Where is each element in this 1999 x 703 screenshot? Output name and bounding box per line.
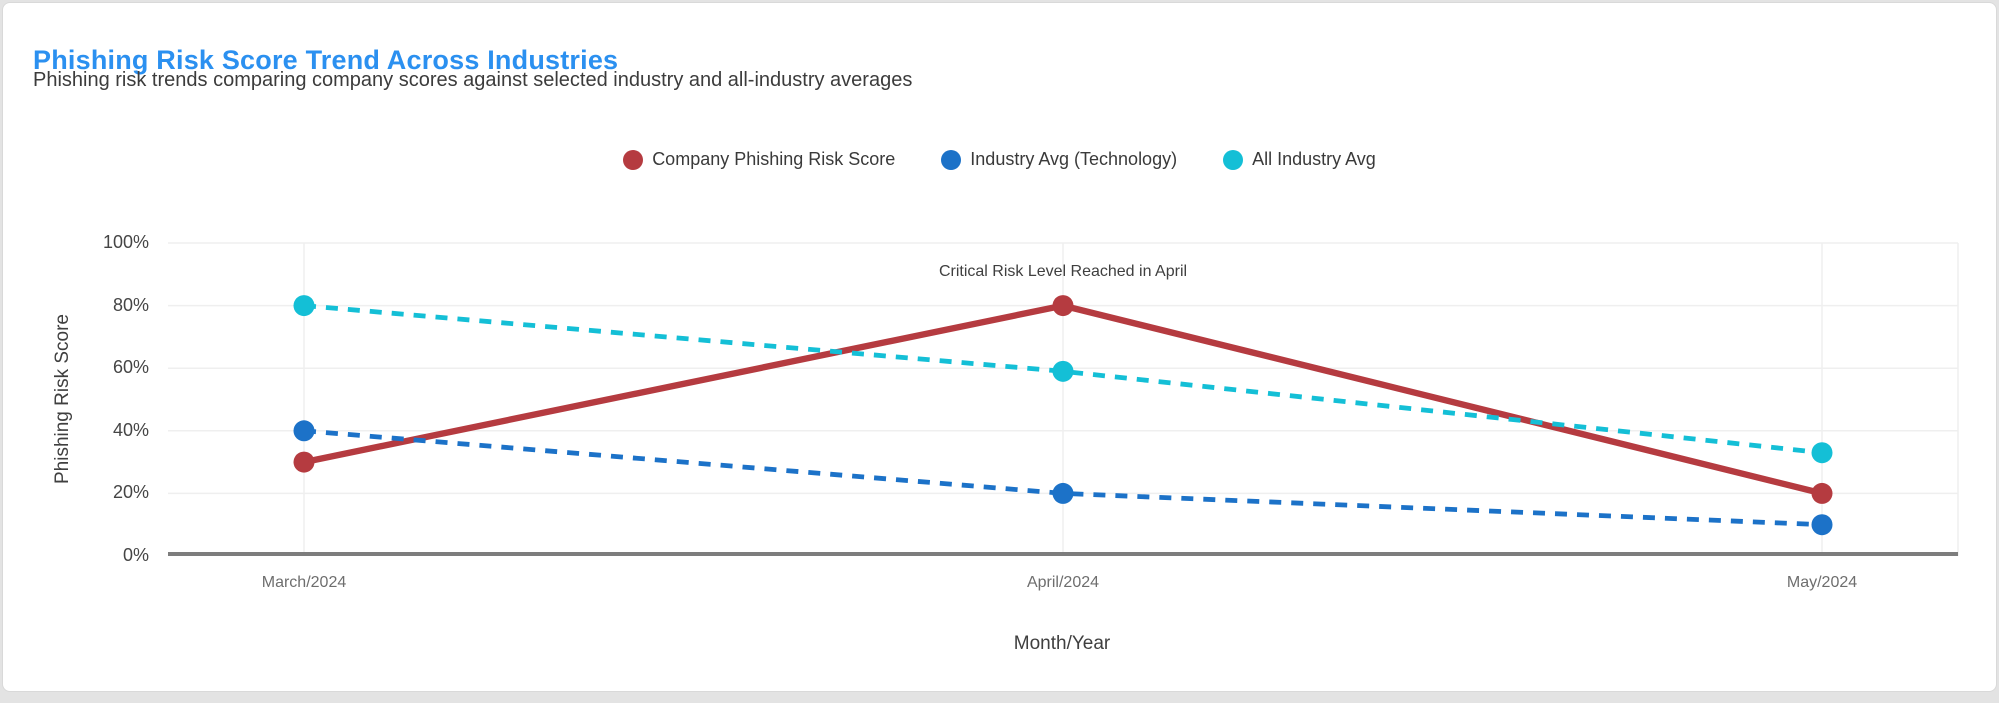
- y-tick-label: 40%: [112, 419, 149, 440]
- data-point[interactable]: [293, 451, 315, 473]
- legend-item-company[interactable]: Company Phishing Risk Score: [623, 149, 895, 170]
- data-point[interactable]: [1052, 295, 1074, 317]
- y-tick-label: 60%: [112, 357, 149, 378]
- data-point[interactable]: [293, 295, 315, 317]
- x-tick-label: April/2024: [1026, 574, 1100, 591]
- legend-item-all-industry-avg[interactable]: All Industry Avg: [1223, 149, 1376, 170]
- legend-item-industry-avg[interactable]: Industry Avg (Technology): [941, 149, 1177, 170]
- legend-dot-icon: [1223, 149, 1244, 170]
- data-point[interactable]: [1052, 360, 1074, 382]
- legend-dot-icon: [941, 149, 962, 170]
- chart-legend: Company Phishing Risk Score Industry Avg…: [3, 149, 1996, 170]
- legend-dot-icon: [623, 149, 644, 170]
- page-subtitle: Phishing risk trends comparing company s…: [33, 69, 913, 91]
- y-axis-title: Phishing Risk Score: [52, 313, 73, 485]
- y-tick-label: 0%: [122, 545, 149, 565]
- data-point[interactable]: [293, 420, 315, 442]
- x-axis-title: Month/Year: [1013, 633, 1111, 654]
- legend-label: Industry Avg (Technology): [970, 149, 1178, 169]
- series-line: [303, 303, 1823, 456]
- legend-label: Company Phishing Risk Score: [652, 149, 896, 169]
- data-point[interactable]: [1811, 482, 1833, 504]
- y-tick-label: 100%: [102, 232, 149, 252]
- chart-annotation: Critical Risk Level Reached in April: [938, 263, 1188, 280]
- x-tick-label: March/2024: [261, 574, 347, 591]
- y-tick-label: 20%: [112, 482, 149, 503]
- data-point[interactable]: [1811, 514, 1833, 536]
- legend-label: All Industry Avg: [1252, 149, 1376, 169]
- y-tick-label: 80%: [112, 294, 149, 315]
- series-line: [303, 428, 1823, 528]
- x-tick-label: May/2024: [1786, 574, 1858, 591]
- chart-card: Phishing Risk Score Trend Across Industr…: [2, 2, 1997, 692]
- plot-area[interactable]: [168, 242, 1959, 556]
- page-title: Phishing Risk Score Trend Across Industr…: [33, 45, 619, 76]
- data-point[interactable]: [1052, 482, 1074, 504]
- data-point[interactable]: [1811, 442, 1833, 464]
